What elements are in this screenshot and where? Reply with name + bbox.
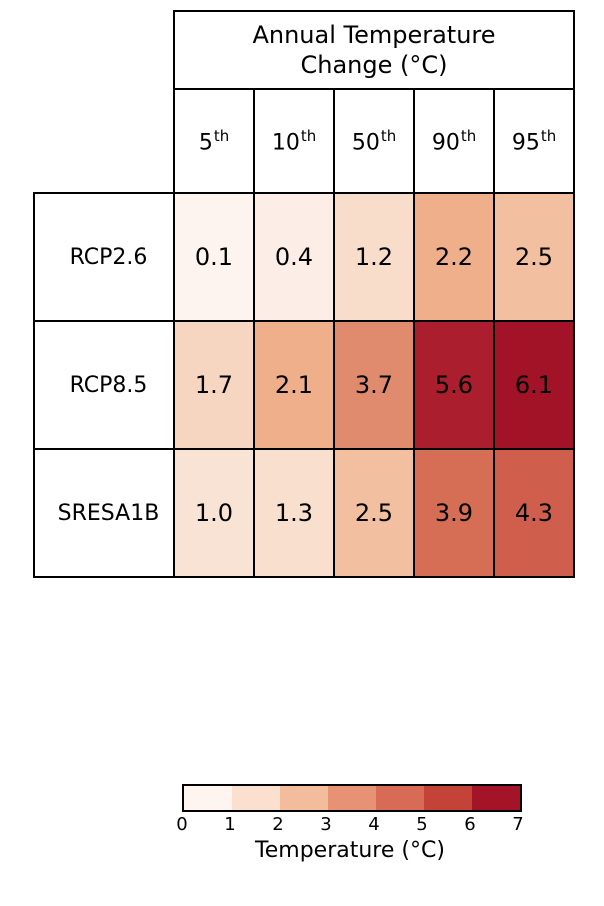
percentile-ordinal: th [214,127,229,145]
spacer-cell [34,89,174,193]
percentile-ordinal: th [461,127,476,145]
heatmap-cell: 2.1 [254,321,334,449]
heatmap-cell: 1.2 [334,193,414,321]
title-line1: Annual Temperature [252,21,495,49]
percentile-num: 10 [272,130,300,155]
legend-tick: 4 [368,814,379,835]
legend-bar [182,784,522,812]
legend-swatch [472,786,520,810]
heatmap-cell: 1.0 [174,449,254,577]
heatmap-chart: Annual Temperature Change (°C) 5th10th50… [0,0,604,906]
percentile-header: 95th [494,89,574,193]
legend-swatch [376,786,424,810]
row-label: RCP8.5 [34,321,174,449]
legend-tick: 5 [416,814,427,835]
table-row: RCP2.60.10.41.22.22.5 [34,193,574,321]
heatmap-cell: 4.3 [494,449,574,577]
heatmap-cell: 6.1 [494,321,574,449]
legend-tick: 6 [464,814,475,835]
heatmap-table: Annual Temperature Change (°C) 5th10th50… [33,10,575,578]
percentile-row: 5th10th50th90th95th [34,89,574,193]
legend-title: Temperature (°C) [182,838,518,863]
heatmap-cell: 2.2 [414,193,494,321]
heatmap-cell: 2.5 [494,193,574,321]
percentile-ordinal: th [541,127,556,145]
percentile-header: 90th [414,89,494,193]
heatmap-cell: 5.6 [414,321,494,449]
heatmap-cell: 1.7 [174,321,254,449]
percentile-header: 10th [254,89,334,193]
percentile-header: 5th [174,89,254,193]
table-row: RCP8.51.72.13.75.66.1 [34,321,574,449]
row-label: SRESA1B [34,449,174,577]
legend-tick: 0 [176,814,187,835]
heatmap-cell: 0.1 [174,193,254,321]
color-legend: 01234567 Temperature (°C) [182,784,518,863]
percentile-num: 50 [352,130,380,155]
heatmap-cell: 0.4 [254,193,334,321]
heatmap-cell: 2.5 [334,449,414,577]
percentile-num: 5 [199,130,213,155]
percentile-ordinal: th [301,127,316,145]
legend-tick: 3 [320,814,331,835]
legend-swatch [280,786,328,810]
title-row: Annual Temperature Change (°C) [34,11,574,89]
table-row: SRESA1B1.01.32.53.94.3 [34,449,574,577]
heatmap-cell: 3.9 [414,449,494,577]
legend-tick: 2 [272,814,283,835]
table-title: Annual Temperature Change (°C) [174,11,574,89]
legend-ticks: 01234567 [182,812,518,832]
percentile-num: 90 [432,130,460,155]
spacer-cell [34,11,174,89]
title-line2: Change (°C) [301,51,448,79]
legend-swatch [232,786,280,810]
percentile-header: 50th [334,89,414,193]
legend-swatch [328,786,376,810]
legend-tick: 7 [512,814,523,835]
legend-swatch [184,786,232,810]
percentile-num: 95 [512,130,540,155]
percentile-ordinal: th [381,127,396,145]
legend-tick: 1 [224,814,235,835]
heatmap-cell: 3.7 [334,321,414,449]
heatmap-cell: 1.3 [254,449,334,577]
row-label: RCP2.6 [34,193,174,321]
legend-swatch [424,786,472,810]
